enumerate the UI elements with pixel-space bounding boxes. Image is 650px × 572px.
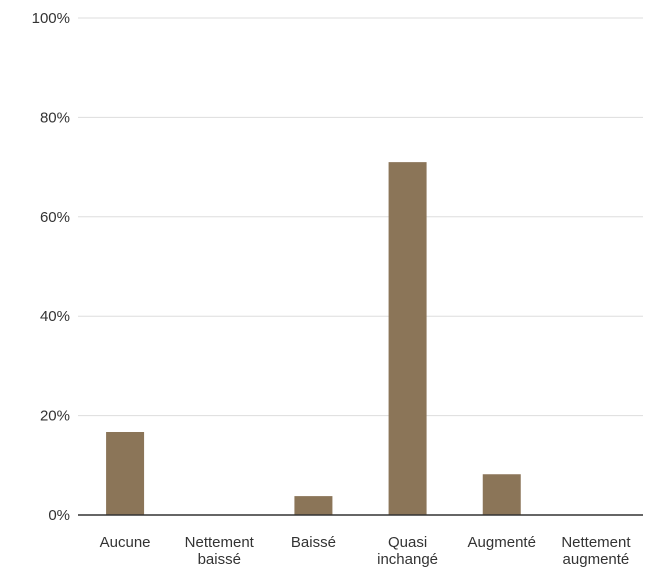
x-category-label-line: Aucune [100, 534, 151, 551]
y-tick-label: 20% [40, 408, 70, 425]
x-category-label: Nettement augmenté [561, 534, 631, 568]
bar [106, 432, 145, 515]
x-category-label-line: Baissé [291, 534, 336, 551]
x-category-label: Nettement baissé [185, 534, 255, 568]
x-category-label: Aucune [100, 534, 151, 551]
x-category-label: Quasi inchangé [377, 534, 438, 568]
x-category-label-line: Augmenté [468, 534, 536, 551]
x-category-label: Baissé [291, 534, 336, 551]
grid-lines [78, 17, 643, 417]
x-category-label-line: Nettement [185, 534, 255, 551]
x-category-label-line: Quasi [388, 534, 427, 551]
bars [106, 162, 521, 515]
x-category-label-line: Nettement [561, 534, 631, 551]
bar [482, 474, 521, 515]
x-category-label: Augmenté [468, 534, 536, 551]
y-tick-label: 0% [48, 507, 70, 524]
x-category-label-line: baissé [198, 551, 241, 568]
y-axis-ticks: 0% 20% 40% 60% 80% 100% [32, 10, 70, 524]
x-category-label-line: augmenté [563, 551, 630, 568]
y-tick-label: 80% [40, 109, 70, 126]
bar [388, 162, 427, 515]
y-tick-label: 100% [32, 10, 70, 27]
bar [294, 496, 333, 515]
y-tick-label: 40% [40, 308, 70, 325]
x-category-label-line: inchangé [377, 551, 438, 568]
y-tick-label: 60% [40, 209, 70, 226]
